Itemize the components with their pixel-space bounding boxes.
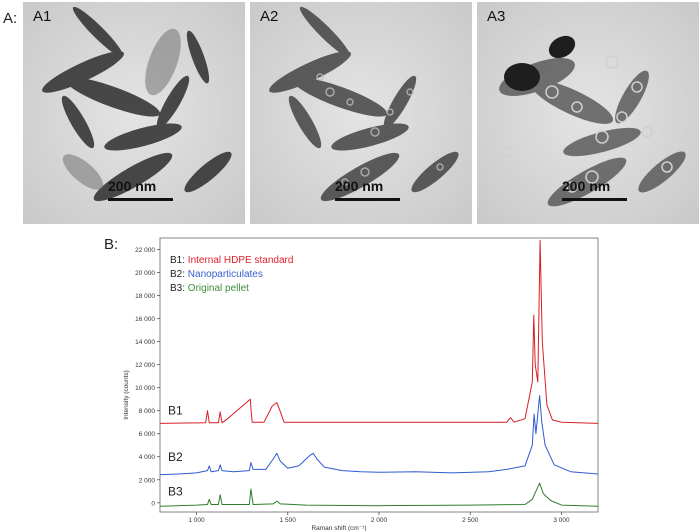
y-tick-label-2: 4 000 — [139, 454, 156, 461]
y-tick-label-6: 12 000 — [135, 362, 155, 369]
micrograph-a3-scale-label: 200 nm — [562, 178, 611, 194]
panel-a-letter: A: — [3, 10, 18, 27]
series-line-b3 — [159, 482, 599, 507]
y-tick-label-3: 6 000 — [139, 431, 156, 438]
y-axis-label: Intensity (counts) — [123, 370, 130, 420]
micrograph-a2-scale-label: 200 nm — [335, 178, 384, 194]
y-tick-label-4: 8 000 — [139, 408, 156, 415]
y-tick-label-11: 22 000 — [135, 247, 155, 254]
legend-entry-2: B2: Nanoparticulates — [170, 269, 263, 280]
series-annotation-b3: B3 — [168, 484, 183, 498]
panel-b-letter: B: — [104, 236, 119, 253]
series-annotation-b2: B2 — [168, 450, 183, 464]
micrograph-a1-image — [23, 2, 245, 224]
y-tick-label-10: 20 000 — [135, 270, 155, 277]
micrograph-a2-image — [250, 2, 472, 224]
raman-spectrum-chart: 0 2 000 4 000 6 000 8 000 10 000 12 000 14 000 1… — [123, 237, 599, 531]
series-annotation-b1: B1 — [168, 404, 183, 418]
micrograph-a2-scale-bar — [335, 198, 400, 201]
micrograph-a2: A2 200 nm — [250, 2, 472, 224]
micrograph-a3: A3 200 nm — [477, 2, 699, 224]
y-tick-label-9: 18 000 — [135, 293, 155, 300]
series-line-b1 — [159, 239, 599, 424]
micrograph-a2-label: A2 — [260, 8, 279, 25]
y-tick-label-8: 16 000 — [135, 316, 155, 323]
series-line-b2 — [159, 395, 599, 476]
micrograph-a1-scale-bar — [108, 198, 173, 201]
y-tick-label-7: 14 000 — [135, 339, 155, 346]
x-tick-label-0: 1 000 — [188, 517, 205, 524]
legend-entry-3: B3: Original pellet — [170, 283, 249, 294]
x-tick-label-1: 1 500 — [280, 517, 297, 524]
x-tick-label-4: 3 000 — [553, 517, 570, 524]
x-axis-label: Raman shift (cm⁻¹) — [311, 525, 366, 531]
micrograph-a1-scale-label: 200 nm — [108, 178, 157, 194]
micrograph-a3-label: A3 — [487, 8, 506, 25]
micrograph-a3-image — [477, 2, 699, 224]
x-tick-label-3: 2 500 — [462, 517, 479, 524]
micrograph-a3-scale-bar — [562, 198, 627, 201]
y-tick-label-0: 0 — [151, 500, 155, 507]
legend-entry-1: B1: Internal HDPE standard — [170, 255, 293, 266]
micrograph-a1-label: A1 — [33, 8, 52, 25]
micrograph-a1: A1 200 nm — [23, 2, 245, 224]
x-tick-label-2: 2 000 — [371, 517, 388, 524]
y-tick-label-5: 10 000 — [135, 385, 155, 392]
y-tick-label-1: 2 000 — [139, 477, 156, 484]
